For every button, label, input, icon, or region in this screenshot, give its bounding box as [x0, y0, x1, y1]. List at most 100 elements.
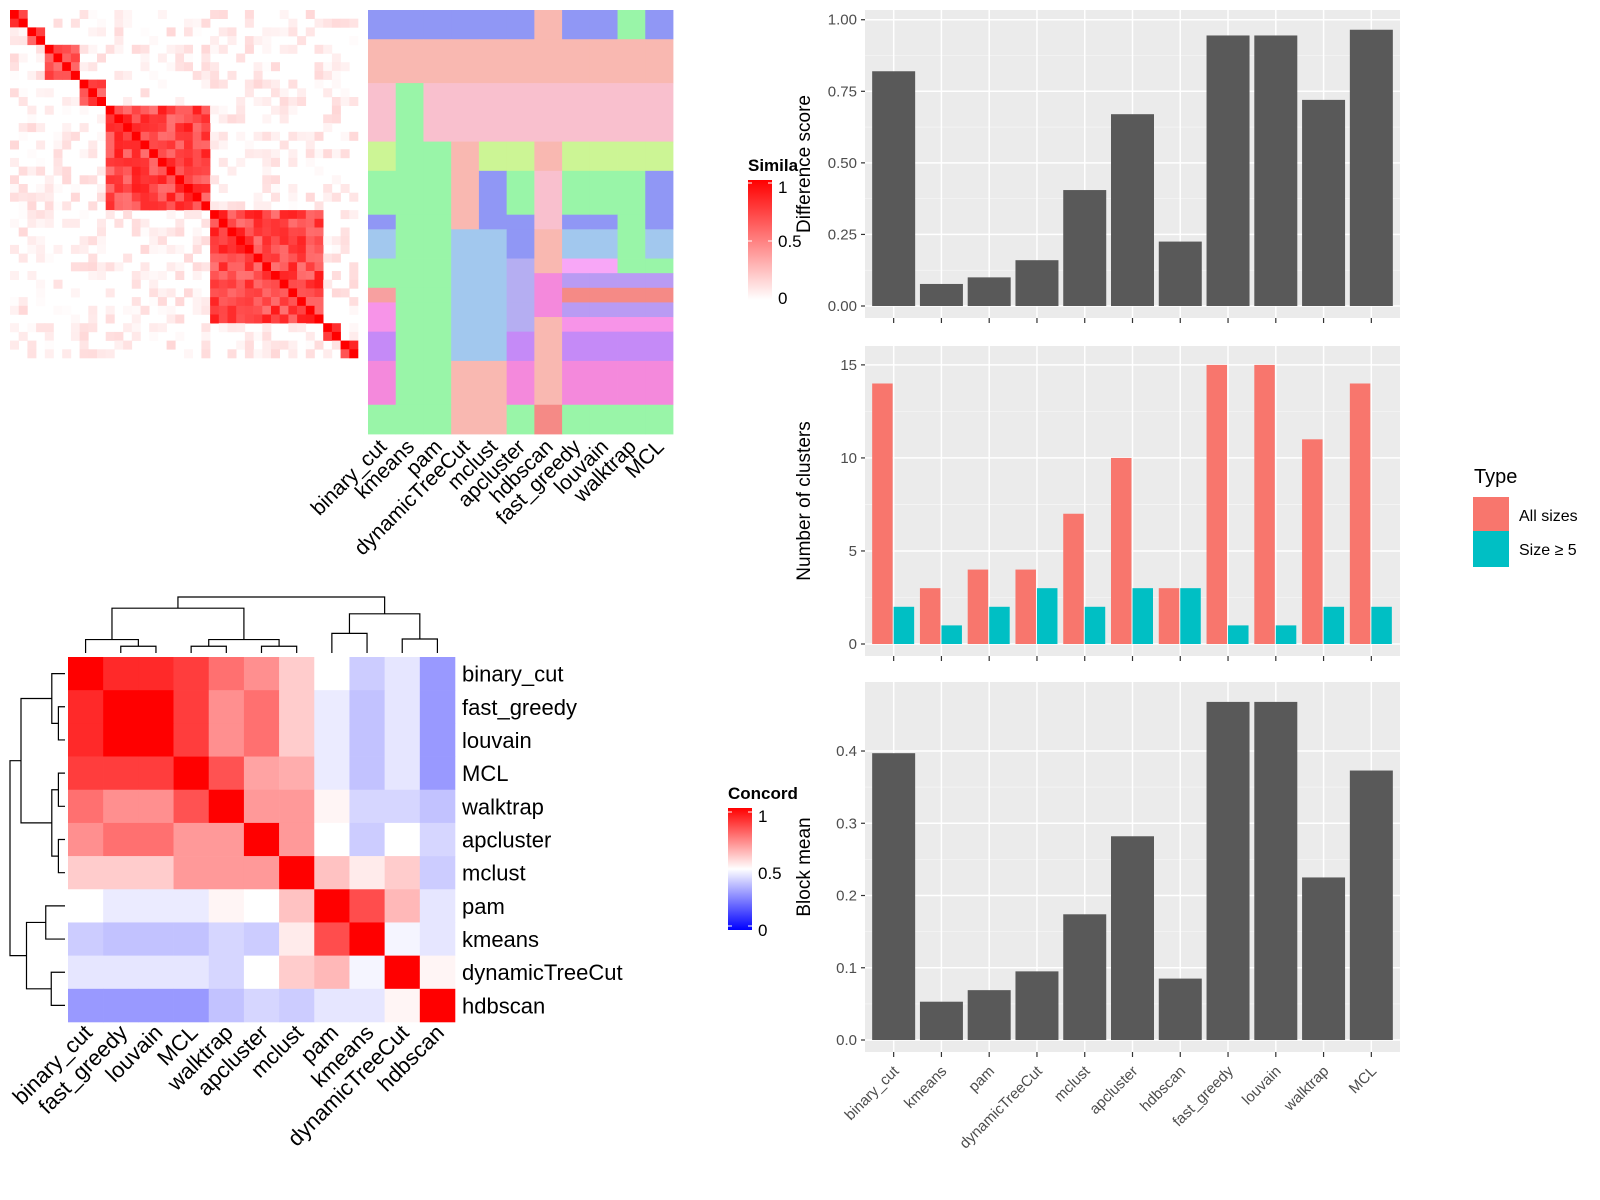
cluster-cell: [423, 170, 452, 216]
similarity-cell: [166, 62, 176, 72]
similarity-cell: [79, 210, 89, 220]
similarity-cell: [114, 27, 124, 37]
similarity-cell: [314, 149, 324, 159]
cluster-cell: [506, 10, 535, 40]
similarity-cell: [184, 105, 193, 115]
similarity-cell: [218, 79, 228, 89]
similarity-cell: [331, 18, 341, 28]
similarity-cell: [236, 271, 246, 280]
similarity-cell: [105, 123, 115, 133]
similarity-cell: [184, 114, 193, 124]
similarity-cell: [262, 323, 272, 333]
cluster-cell: [368, 302, 397, 318]
similarity-cell: [288, 97, 298, 106]
similarity-cell: [18, 201, 28, 211]
similarity-cell: [79, 105, 89, 115]
cluster-cell: [645, 229, 674, 259]
cluster-cell: [562, 214, 591, 230]
cluster-cell: [534, 331, 563, 362]
similarity-cell: [305, 131, 315, 141]
concordance-cell: [349, 789, 385, 824]
similarity-cell: [314, 253, 324, 263]
cluster-cell: [395, 273, 424, 289]
similarity-cell: [271, 227, 280, 237]
similarity-cell: [271, 253, 280, 263]
bar: [1015, 971, 1059, 1040]
y-tick-label: 0.1: [836, 960, 857, 977]
similarity-cell: [36, 140, 46, 150]
similarity-cell: [192, 227, 202, 237]
similarity-cell: [184, 62, 193, 72]
similarity-cell: [18, 27, 28, 37]
cluster-cell: [368, 360, 397, 406]
similarity-cell: [279, 244, 289, 254]
similarity-cell: [314, 288, 324, 298]
similarity-cell: [305, 253, 315, 263]
concordance-cell: [103, 922, 139, 956]
similarity-cell: [149, 149, 159, 159]
similarity-cell: [184, 140, 193, 150]
similarity-cell: [305, 331, 315, 341]
similarity-cell: [157, 288, 167, 298]
similarity-cell: [79, 88, 89, 98]
bar: [1158, 241, 1202, 306]
row-dendrogram-branch: [57, 772, 65, 807]
cluster-cell: [589, 214, 618, 230]
similarity-cell: [184, 184, 193, 193]
similarity-cell: [88, 10, 98, 19]
cluster-cell: [478, 141, 508, 172]
similarity-cell: [70, 323, 80, 333]
cluster-cell: [423, 317, 452, 333]
cluster-cell: [395, 83, 424, 142]
similarity-cell: [44, 44, 54, 54]
bar: [1349, 770, 1393, 1040]
similarity-cell: [323, 349, 333, 359]
similarity-cell: [140, 149, 150, 159]
similarity-cell: [157, 149, 167, 159]
similarity-cell: [131, 114, 141, 124]
cluster-cell: [423, 83, 452, 142]
similarity-cell: [131, 305, 141, 315]
similarity-cell: [36, 88, 46, 98]
concordance-cell: [173, 889, 210, 923]
cluster-cell: [589, 229, 618, 259]
concordance-cell: [173, 690, 210, 724]
cluster-cell: [451, 404, 480, 435]
similarity-cell: [123, 123, 133, 133]
cluster-cell: [645, 10, 674, 40]
similarity-cell: [201, 192, 211, 202]
similarity-cell: [53, 70, 63, 80]
similarity-cell: [97, 27, 106, 37]
similarity-cell: [227, 349, 237, 359]
similarity-cell: [227, 314, 237, 324]
similarity-cell: [218, 105, 228, 115]
similarity-cell: [201, 175, 211, 185]
similarity-cell: [331, 53, 341, 63]
bar-all-sizes: [967, 569, 989, 644]
similarity-cell: [288, 340, 298, 350]
similarity-cell: [331, 323, 341, 333]
similarity-cell: [314, 79, 324, 89]
similarity-cell: [114, 114, 124, 124]
concordance-cell: [68, 822, 104, 857]
similarity-cell: [166, 192, 176, 202]
similarity-cell: [288, 244, 298, 254]
concordance-cell: [314, 657, 350, 691]
cluster-cell: [451, 10, 480, 40]
similarity-cell: [157, 227, 167, 237]
similarity-cell: [271, 279, 280, 289]
concordance-cell: [138, 657, 174, 691]
cluster-cell: [395, 360, 424, 406]
similarity-cell: [201, 184, 211, 193]
similarity-cell: [262, 236, 272, 246]
similarity-cell: [244, 149, 254, 159]
similarity-cell: [201, 201, 211, 211]
similarity-cell: [314, 18, 324, 28]
similarity-cell: [44, 253, 54, 263]
similarity-cell: [297, 271, 307, 280]
cluster-cell: [562, 331, 591, 362]
similarity-cell: [97, 192, 106, 202]
similarity-cell: [175, 201, 185, 211]
similarity-cell: [253, 279, 263, 289]
column-dendrogram-branch: [120, 645, 157, 653]
